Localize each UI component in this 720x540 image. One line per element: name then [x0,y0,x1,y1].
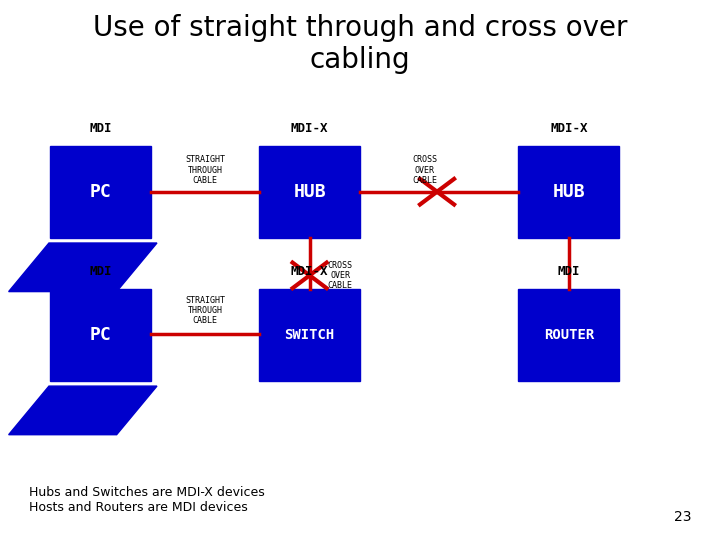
Text: 23: 23 [674,510,691,524]
Text: SWITCH: SWITCH [284,328,335,342]
Text: CROSS
OVER
CABLE: CROSS OVER CABLE [413,155,437,185]
Text: HUB: HUB [293,183,326,201]
Text: CROSS
OVER
CABLE: CROSS OVER CABLE [328,260,353,291]
Polygon shape [9,386,157,435]
Text: MDI-X: MDI-X [291,122,328,135]
Text: STRAIGHT
THROUGH
CABLE: STRAIGHT THROUGH CABLE [185,295,225,326]
Bar [50,146,151,238]
Text: MDI: MDI [89,265,112,278]
Text: PC: PC [90,326,112,344]
Polygon shape [9,243,157,292]
Text: Use of straight through and cross over
cabling: Use of straight through and cross over c… [93,14,627,74]
Text: STRAIGHT
THROUGH
CABLE: STRAIGHT THROUGH CABLE [185,155,225,185]
Text: MDI-X: MDI-X [291,265,328,278]
Text: MDI: MDI [89,122,112,135]
Text: MDI-X: MDI-X [550,122,588,135]
Bar [50,289,151,381]
Text: HUB: HUB [552,183,585,201]
Text: PC: PC [90,183,112,201]
Bar [259,146,360,238]
Text: Hubs and Switches are MDI-X devices
Hosts and Routers are MDI devices: Hubs and Switches are MDI-X devices Host… [29,486,264,514]
Bar [518,146,619,238]
Bar [259,289,360,381]
Text: MDI: MDI [557,265,580,278]
Bar [518,289,619,381]
Text: ROUTER: ROUTER [544,328,594,342]
